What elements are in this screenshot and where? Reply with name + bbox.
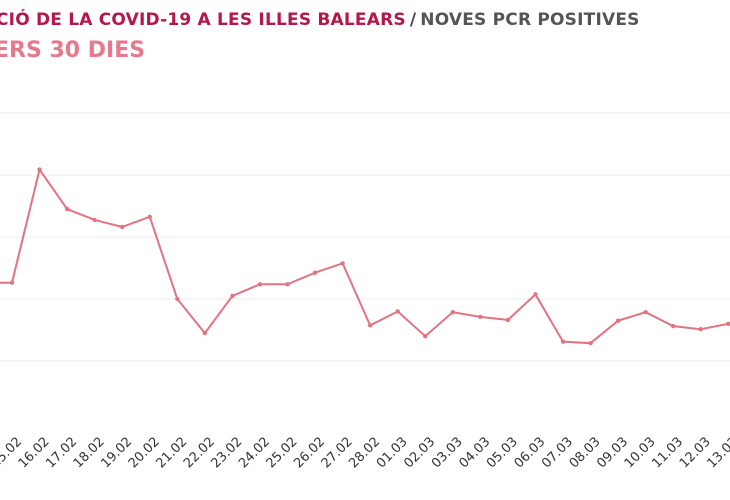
data-point [9,280,15,285]
series-group [0,167,730,346]
data-point [340,261,345,266]
data-point [588,340,593,346]
data-point [120,224,125,230]
data-point [560,339,566,344]
data-point [726,321,730,326]
data-point [64,206,70,212]
data-point [395,309,400,314]
data-point [312,270,318,275]
data-point [230,293,235,299]
data-point [37,167,42,172]
data-point [505,317,511,323]
data-point [615,318,621,323]
data-point [671,323,676,329]
data-point [533,292,538,297]
data-point [643,309,648,315]
data-point [257,282,263,287]
data-point [92,217,97,223]
data-point [202,330,208,336]
data-point [175,296,180,302]
chart-title-separator: / [409,10,417,30]
data-point [423,334,428,339]
chart-title-main: CIÓ DE LA COVID-19 A LES ILLES BALEARS [0,10,406,30]
data-point [147,214,152,220]
data-point [698,327,703,332]
data-point [450,309,455,315]
data-point [285,282,290,287]
data-point [367,323,373,328]
gridlines [0,112,730,362]
chart-title: CIÓ DE LA COVID-19 A LES ILLES BALEARS / N… [0,10,640,30]
data-point [478,314,483,320]
chart-title-metric: NOVES PCR POSITIVES [420,10,640,30]
series-line [0,167,729,345]
chart-subtitle: ERS 30 DIES [0,38,146,63]
x-axis: 15.0216.0217.0218.0219.0220.0221.0222.02… [0,434,730,471]
